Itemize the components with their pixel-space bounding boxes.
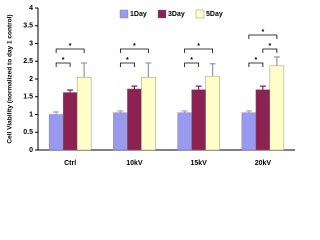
bar (205, 75, 220, 151)
significance-bracket (55, 62, 71, 67)
significance-mark: * (262, 29, 265, 36)
significance-mark: * (69, 43, 72, 50)
error-bar (117, 110, 124, 113)
bar (255, 89, 271, 151)
legend-label: 1Day (130, 11, 147, 18)
error-bar (273, 56, 280, 66)
y-axis-label: Cell Viability (normalized to day 1 cont… (7, 14, 14, 143)
significance-bracket (55, 48, 85, 53)
y-tick-label: 1 (29, 111, 33, 118)
error-bar (209, 63, 216, 77)
x-tick-label: Ctrl (64, 160, 76, 167)
significance-mark: * (133, 43, 136, 50)
legend-swatch (195, 9, 205, 19)
error-bar (53, 111, 60, 115)
legend-label: 3Day (168, 11, 185, 18)
y-tick-label: 2.5 (23, 58, 33, 65)
x-tick-label: 20kV (255, 160, 272, 167)
y-tick-label: 0 (29, 147, 33, 154)
error-bar (145, 62, 152, 78)
significance-bracket (248, 62, 264, 67)
significance-bracket (262, 48, 278, 53)
legend-swatch (157, 9, 167, 19)
y-tick-label: 3 (29, 40, 33, 47)
error-bar (181, 110, 188, 113)
significance-mark: * (190, 57, 193, 64)
bar (76, 77, 92, 151)
y-tick-label: 2 (29, 76, 33, 83)
error-bar (245, 110, 252, 113)
significance-bracket (184, 62, 200, 67)
x-tick-label: 15kV (190, 160, 207, 167)
error-bar (259, 85, 266, 90)
bar (191, 89, 206, 151)
bar (241, 112, 257, 151)
error-bar (131, 85, 138, 89)
bar (127, 88, 142, 151)
significance-mark: * (197, 43, 200, 50)
significance-mark: * (126, 57, 129, 64)
y-tick-label: 0.5 (23, 129, 33, 136)
legend-swatch (119, 9, 129, 19)
bar (269, 65, 285, 151)
error-bar (67, 89, 74, 93)
chart: Cell Viability (normalized to day 1 cont… (7, 5, 295, 167)
bar (62, 92, 78, 151)
bar (113, 112, 128, 151)
error-bar (195, 85, 202, 90)
bar (141, 77, 156, 151)
significance-mark: * (269, 43, 272, 50)
error-bar (81, 62, 88, 78)
significance-bracket (119, 62, 135, 67)
significance-mark: * (62, 57, 65, 64)
bar (48, 114, 64, 151)
significance-mark: * (255, 57, 258, 64)
significance-bracket (184, 48, 214, 53)
y-tick-label: 3.5 (23, 23, 33, 30)
x-tick-label: 10kV (126, 160, 143, 167)
legend-label: 5Day (206, 11, 223, 18)
significance-bracket (119, 48, 149, 53)
y-tick-label: 4 (29, 5, 33, 12)
y-tick-label: 1.5 (23, 94, 33, 101)
bar (177, 112, 192, 151)
significance-bracket (248, 34, 278, 39)
